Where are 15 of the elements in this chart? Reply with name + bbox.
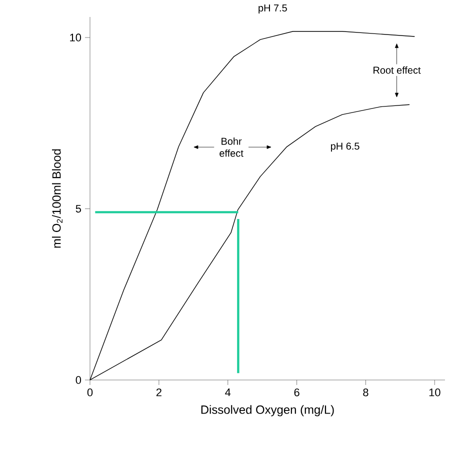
y-tick-label: 5: [76, 204, 82, 213]
x-tick-label: 4: [225, 388, 231, 396]
text: pH 7.5: [258, 4, 287, 14]
y-axis-title: ml O$_{2}$/100ml Blood: [52, 149, 62, 248]
x-axis-title: Dissolved Oxygen (mg/L): [201, 405, 334, 416]
x-tick-label: 8: [363, 388, 368, 396]
x-tick-label: 0: [87, 388, 93, 396]
annotation: pH 6.5: [331, 142, 360, 152]
annotation: Root effect: [374, 66, 421, 74]
y-tick-label: 10: [70, 34, 82, 42]
x-tick-label: 10: [429, 388, 440, 396]
y-tick-label: 0: [76, 376, 82, 384]
x-tick-label: 2: [156, 388, 162, 396]
x-tick-label: 6: [294, 388, 300, 396]
annotation: Bohr effect: [220, 137, 244, 157]
